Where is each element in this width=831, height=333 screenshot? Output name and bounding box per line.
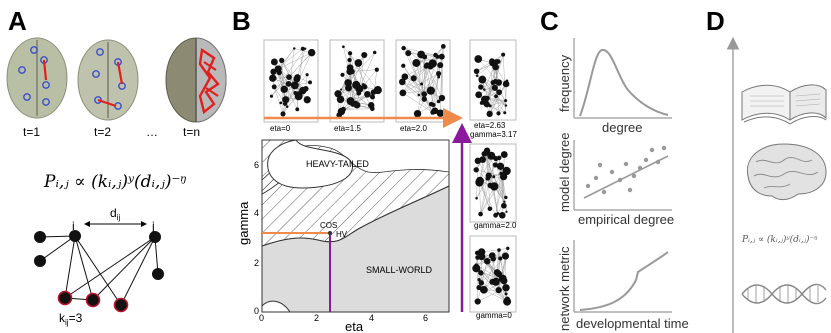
network-thumbnail-eta-2.0 <box>395 39 451 123</box>
node-i-label: i <box>72 219 75 233</box>
network-thumbnails-top <box>263 39 517 123</box>
network-thumbnail-eta-0 <box>263 39 319 123</box>
thumb-label-gamma-2.0: gamma=2.0 <box>474 221 517 230</box>
x-tick-4: 4 <box>369 313 374 323</box>
degree-distribution-plot <box>573 38 672 119</box>
point-label-hv: HV <box>336 230 348 239</box>
time-label-n: t=n <box>183 125 200 139</box>
brain-icon <box>746 143 827 201</box>
plot1-y-label: frequency <box>557 54 572 112</box>
x-tick-0: 0 <box>259 313 264 323</box>
phase-diagram <box>261 139 450 313</box>
book-icon <box>741 84 827 125</box>
thumb-label-eta-2.0: eta=2.0 <box>400 124 427 133</box>
point-label-cos: COS <box>320 221 337 230</box>
x-tick-6: 6 <box>423 313 428 323</box>
y-tick-6: 6 <box>254 160 259 170</box>
x-tick-2: 2 <box>314 313 319 323</box>
dna-icon <box>741 283 827 305</box>
degree-label: kij=3 <box>59 311 83 327</box>
phase-x-axis-label: eta <box>345 319 364 333</box>
plot1-x-label: degree <box>602 120 642 135</box>
brain-image-t1 <box>6 37 68 119</box>
plot2-x-label: empirical degree <box>578 212 674 227</box>
network-thumbnail-gamma-0 <box>469 235 517 313</box>
thumb-label-eta-0: eta=0 <box>270 124 291 133</box>
thumb-label-eta-2.63: eta=2.63 <box>474 121 506 130</box>
y-tick-4: 4 <box>254 208 259 218</box>
network-thumbnail-gamma-2.0 <box>469 143 517 223</box>
heavy-tailed-region <box>267 139 353 189</box>
example-graph <box>34 221 164 313</box>
region-label-small-world: SMALL-WORLD <box>366 265 433 275</box>
panel-d-letter: D <box>706 6 725 36</box>
metric-over-time-plot <box>573 240 672 313</box>
thumb-label-eta-1.5: eta=1.5 <box>334 124 361 133</box>
brain-image-t2 <box>77 39 139 121</box>
panel-b-letter: B <box>232 6 251 36</box>
node-j-label: j <box>151 219 155 233</box>
panel-b: B eta=0 eta=1.5 eta=2.0 eta=2.63 gamma=3… <box>232 6 517 333</box>
region-label-heavy-tailed: HEAVY-TAILED <box>306 159 369 169</box>
plot3-x-label: developmental time <box>576 316 689 331</box>
panel-d: D Pᵢ,ⱼ ∝ (kᵢ,ⱼ)ʸ(dᵢ,ⱼ)⁻ᵑ <box>706 6 827 333</box>
plot2-y-label: model degree <box>557 133 572 213</box>
time-label-1: t=1 <box>23 125 40 139</box>
panel-c: C degree frequency empirical degree mode… <box>540 6 689 331</box>
thumb-label-gamma-0: gamma=0 <box>476 311 512 320</box>
network-thumbnail-eta-2.63 <box>469 39 517 121</box>
phase-y-axis-label: gamma <box>236 201 251 245</box>
y-tick-2: 2 <box>254 258 259 268</box>
brain-image-tn <box>165 37 227 123</box>
time-label-2: t=2 <box>94 125 111 139</box>
panel-a: A <box>6 6 227 327</box>
panel-a-letter: A <box>8 6 27 36</box>
model-vs-empirical-plot <box>573 140 672 211</box>
plot3-y-label: network metric <box>557 246 572 331</box>
y-tick-0: 0 <box>254 306 259 316</box>
time-ellipsis: … <box>146 125 158 139</box>
distance-label: dij <box>110 206 120 222</box>
panel-c-letter: C <box>540 6 559 36</box>
network-thumbnails-right <box>469 143 517 313</box>
network-thumbnail-eta-1.5 <box>329 39 385 123</box>
wiring-equation: Pᵢ,ⱼ ∝ (kᵢ,ⱼ)ʸ(dᵢ,ⱼ)⁻ᵑ <box>43 172 187 192</box>
wiring-equation-small: Pᵢ,ⱼ ∝ (kᵢ,ⱼ)ʸ(dᵢ,ⱼ)⁻ᵑ <box>741 234 818 245</box>
thumb-label-gamma-3.17: gamma=3.17 <box>470 130 517 139</box>
